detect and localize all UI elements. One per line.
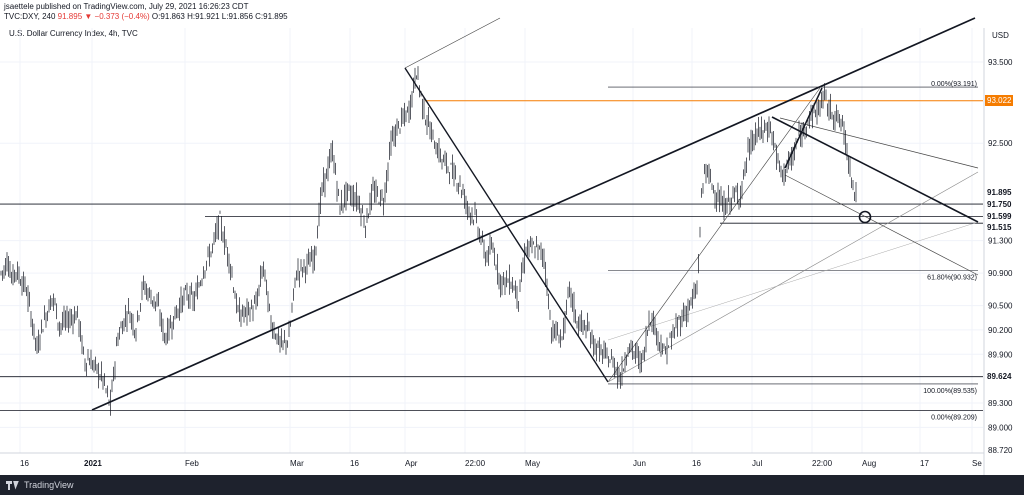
- grid: [0, 28, 983, 453]
- y-tick-8: 90.900: [988, 269, 1013, 278]
- y-tick-13: 89.300: [988, 399, 1013, 408]
- trendline-april-may: [404, 67, 609, 383]
- fork-median: [607, 87, 821, 383]
- x-tick-0: 16: [20, 459, 29, 468]
- footer-bar: TradingView: [0, 475, 1024, 495]
- trendline-upper-fan: [404, 17, 501, 69]
- y-tick-2: 92.500: [988, 139, 1013, 148]
- high-value: H:91.921: [187, 12, 220, 21]
- y-tick-15: 88.720: [988, 446, 1013, 455]
- fib-label-1: 61.80%(90.932): [927, 274, 977, 281]
- y-tick-11: 89.900: [988, 350, 1013, 359]
- fork-lower-guide: [607, 221, 979, 341]
- tradingview-logo-icon: [6, 480, 19, 490]
- publisher-line: jsaettele published on TradingView.com, …: [4, 2, 249, 11]
- horizontal-levels: [0, 86, 983, 411]
- x-tick-14: Se: [972, 459, 982, 468]
- chart-header: jsaettele published on TradingView.com, …: [4, 2, 288, 22]
- close-value: C:91.895: [255, 12, 288, 21]
- ohlc-line: TVC:DXY, 240 91.895 ▼ −0.373 (−0.4%) O:9…: [4, 12, 288, 22]
- fib-labels: 0.00%(93.191) 61.80%(90.932) 100.00%(89.53…: [923, 81, 977, 421]
- down-arrow-icon: ▼: [84, 12, 93, 21]
- target-circle: [858, 210, 872, 224]
- x-tick-4: 16: [350, 459, 359, 468]
- trendlines: [91, 17, 979, 411]
- low-value: L:91.856: [221, 12, 253, 21]
- price-label-1: 91.895: [985, 186, 1014, 198]
- y-tick-10: 90.200: [988, 326, 1013, 335]
- x-tick-5: Apr: [405, 459, 418, 468]
- x-tick-9: 16: [692, 459, 701, 468]
- change-value: −0.373 (−0.4%): [94, 12, 150, 21]
- fork-upper-parallel: [779, 117, 979, 169]
- x-tick-1: 2021: [84, 459, 102, 468]
- price-label-2: 91.750: [985, 198, 1014, 210]
- chart-title: U.S. Dollar Currency Index, 4h, TVC: [9, 29, 138, 38]
- x-tick-13: 17: [920, 459, 929, 468]
- x-tick-2: Feb: [185, 459, 199, 468]
- trendline-down-july: [771, 116, 979, 223]
- y-tick-7: 91.300: [988, 237, 1013, 246]
- fork-lower-parallel: [784, 174, 979, 276]
- x-tick-11: 22:00: [812, 459, 833, 468]
- open-value: O:91.863: [151, 12, 185, 21]
- currency-label: USD: [992, 31, 1009, 40]
- price-label-5: 89.624: [985, 371, 1014, 383]
- time-axis[interactable]: 16 2021 Feb Mar 16 Apr 22:00 May Jun 16 Jul 22:00 Au…: [0, 452, 984, 468]
- price-label-0: 93.022: [985, 95, 1014, 107]
- x-tick-3: Mar: [290, 459, 304, 468]
- y-tick-9: 90.500: [988, 302, 1013, 311]
- x-tick-6: 22:00: [465, 459, 486, 468]
- last-price: 91.895: [57, 12, 83, 21]
- price-axis[interactable]: USD 93.500 92.500 91.300 90.900 90.500 90.200 8…: [983, 28, 1013, 475]
- price-chart[interactable]: U.S. Dollar Currency Index, 4h, TVC 0.00…: [0, 0, 1024, 475]
- price-label-4: 91.515: [985, 221, 1014, 233]
- x-tick-7: May: [525, 459, 540, 468]
- y-tick-14: 89.000: [988, 423, 1013, 432]
- fib-label-3: 0.00%(89.209): [931, 414, 977, 421]
- trendline-major-up: [91, 17, 976, 411]
- candles: [0, 66, 857, 416]
- price-label-3: 91.599: [985, 210, 1014, 222]
- footer-brand: TradingView: [24, 480, 74, 490]
- x-tick-8: Jun: [633, 459, 646, 468]
- x-tick-12: Aug: [862, 459, 876, 468]
- symbol-label: TVC:DXY, 240: [4, 12, 56, 21]
- fib-label-2: 100.00%(89.535): [923, 388, 977, 395]
- x-tick-10: Jul: [752, 459, 762, 468]
- y-tick-0: 93.500: [988, 58, 1013, 67]
- fork-lower-thin: [607, 171, 979, 383]
- fib-label-0: 0.00%(93.191): [931, 81, 977, 88]
